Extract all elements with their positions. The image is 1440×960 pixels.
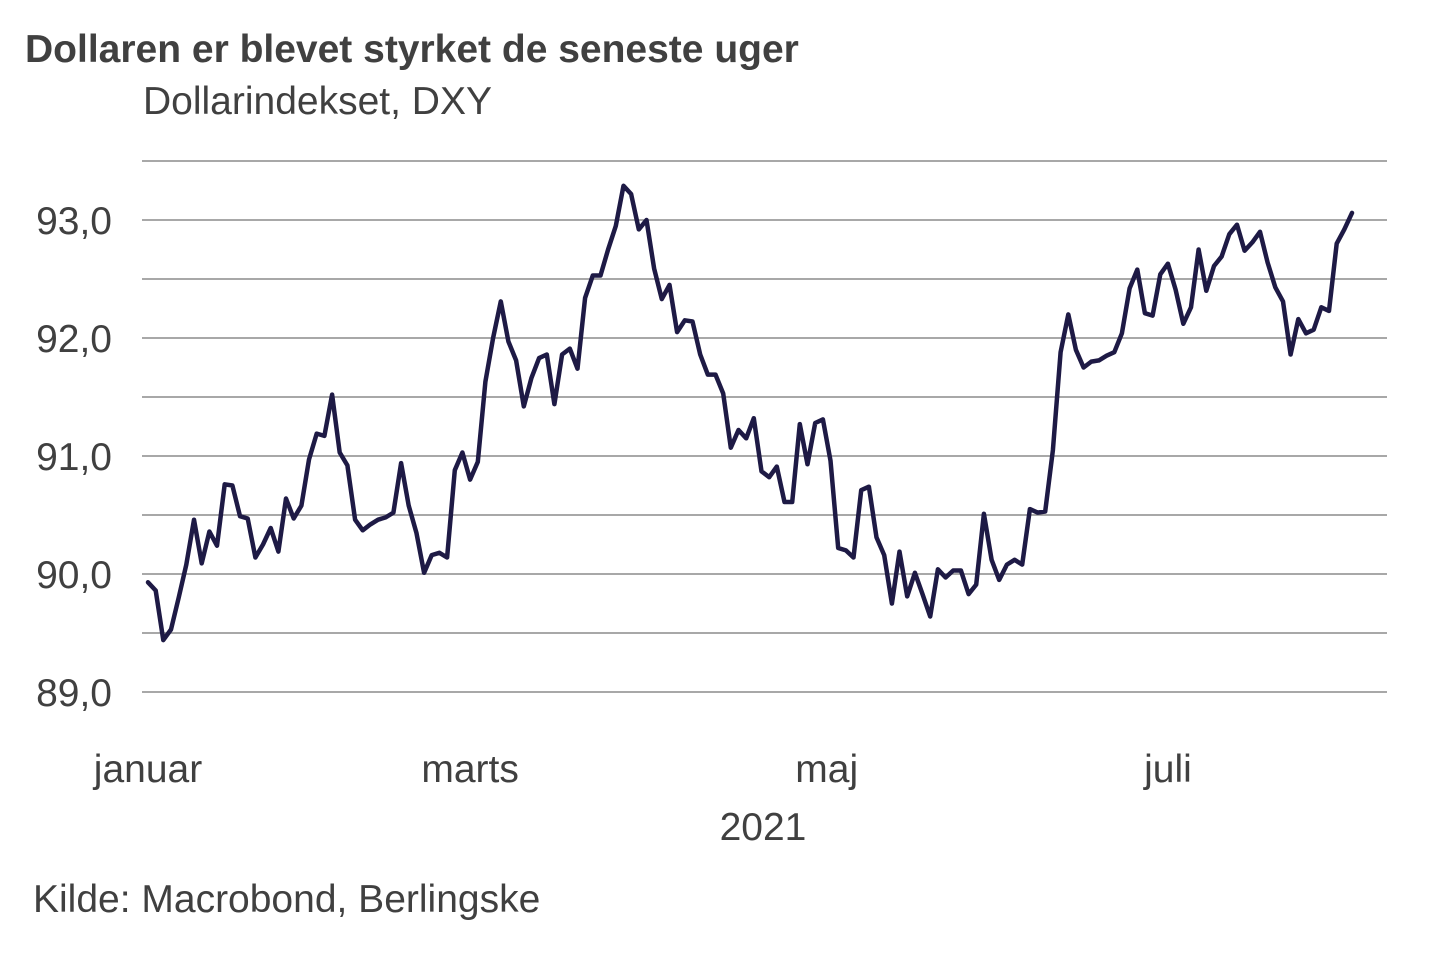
chart-subtitle: Dollarindekset, DXY [143,80,492,123]
y-tick-label: 89,0 [36,672,112,715]
chart-title: Dollaren er blevet styrket de seneste ug… [25,28,799,71]
y-tick-label: 91,0 [36,436,112,479]
y-axis-ticks: 89,0 90,0 91,0 92,0 93,0 [36,200,112,715]
series-line-dxy [145,183,1355,643]
x-tick-label: januar [93,748,202,791]
x-tick-label: juli [1143,748,1192,791]
gridlines [142,160,1387,693]
x-axis-ticks: januar marts maj juli [93,748,1192,791]
source-note: Kilde: Macrobond, Berlingske [33,878,541,921]
y-tick-label: 90,0 [36,554,112,597]
x-tick-label: marts [421,748,519,791]
y-tick-label: 92,0 [36,318,112,361]
x-tick-label: maj [795,748,858,791]
x-axis-year-label: 2021 [720,806,807,849]
y-tick-label: 93,0 [36,200,112,243]
